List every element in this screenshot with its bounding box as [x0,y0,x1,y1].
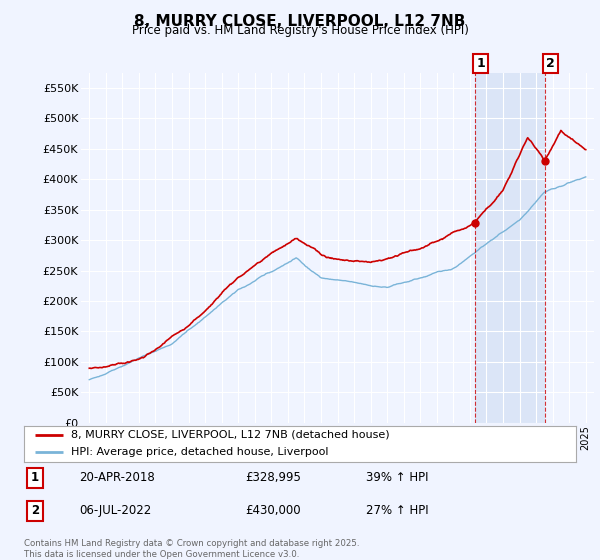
Text: HPI: Average price, detached house, Liverpool: HPI: Average price, detached house, Live… [71,447,328,457]
Text: 1: 1 [31,471,39,484]
Text: 06-JUL-2022: 06-JUL-2022 [79,504,151,517]
Text: 2: 2 [547,57,555,70]
Bar [475,73,545,423]
Text: £430,000: £430,000 [245,504,301,517]
Text: 8, MURRY CLOSE, LIVERPOOL, L12 7NB: 8, MURRY CLOSE, LIVERPOOL, L12 7NB [134,14,466,29]
Text: 20-APR-2018: 20-APR-2018 [79,471,155,484]
Text: 8, MURRY CLOSE, LIVERPOOL, L12 7NB (detached house): 8, MURRY CLOSE, LIVERPOOL, L12 7NB (deta… [71,430,389,440]
Text: 27% ↑ HPI: 27% ↑ HPI [366,504,429,517]
Text: Contains HM Land Registry data © Crown copyright and database right 2025.
This d: Contains HM Land Registry data © Crown c… [24,539,359,559]
Text: 1: 1 [476,57,485,70]
Text: 2: 2 [31,504,39,517]
Text: Price paid vs. HM Land Registry's House Price Index (HPI): Price paid vs. HM Land Registry's House … [131,24,469,37]
Text: 39% ↑ HPI: 39% ↑ HPI [366,471,429,484]
Text: £328,995: £328,995 [245,471,301,484]
